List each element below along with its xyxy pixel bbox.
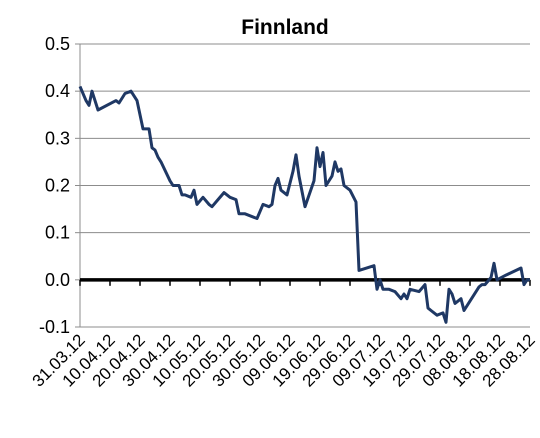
y-tick-label: 0.2 — [45, 176, 70, 196]
data-line — [78, 85, 530, 324]
chart-title: Finnland — [241, 16, 329, 39]
y-tick-label: 0.3 — [45, 128, 70, 148]
y-tick-label: 0.5 — [45, 34, 70, 54]
y-tick-label: 0.4 — [45, 81, 70, 101]
y-tick-label: 0.0 — [45, 270, 70, 290]
y-tick-label: -0.1 — [39, 317, 70, 337]
y-tick-label: 0.1 — [45, 223, 70, 243]
